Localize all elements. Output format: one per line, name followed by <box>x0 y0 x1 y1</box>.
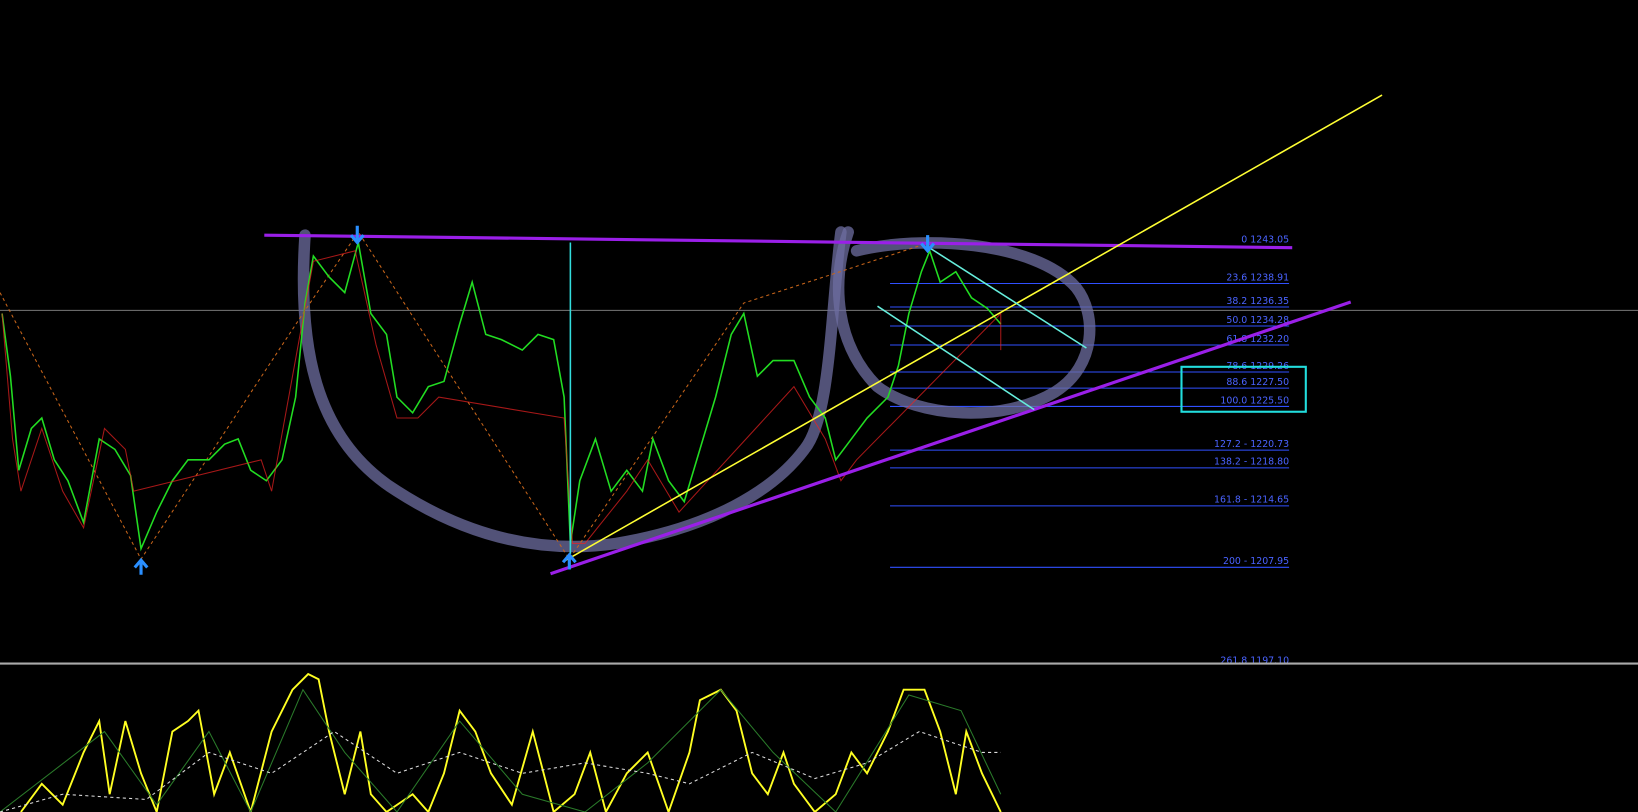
fib-level-label: 0 1243.05 <box>1241 234 1289 245</box>
channel-line <box>877 305 1035 411</box>
annotation-stroke <box>832 226 1096 419</box>
fib-level-label: 200 - 1207.95 <box>1223 556 1289 567</box>
arrow-down <box>920 235 936 254</box>
support-line <box>550 300 1352 576</box>
arrow-down <box>349 225 365 245</box>
resistance-line <box>264 233 1293 250</box>
price-candles <box>1 242 1002 552</box>
annotation-stroke <box>297 226 847 553</box>
target-box <box>1180 365 1307 413</box>
fib-level-label: 138.2 - 1218.80 <box>1214 457 1289 468</box>
channel-line <box>927 245 1087 349</box>
oscillator-signal <box>0 688 1002 812</box>
fib-level-label: 261.8 1197.10 <box>1220 656 1289 667</box>
arrow-up <box>561 552 577 570</box>
fib-level-label: 50.0 1234.28 <box>1226 315 1289 326</box>
fib-level-label: 127.2 - 1220.73 <box>1214 439 1289 450</box>
price-candles-down <box>1 250 1002 544</box>
fib-level-label: 100.0 1225.50 <box>1220 395 1289 406</box>
fib-level-label: 88.6 1227.50 <box>1226 377 1289 388</box>
fib-level-label: 38.2 1236.35 <box>1226 296 1289 307</box>
trend-line <box>563 94 1383 562</box>
oscillator-main <box>20 672 1002 812</box>
fib-level-label: 23.6 1238.91 <box>1226 272 1289 283</box>
fibonacci: 0 1243.05 23.6 1238.91 38.2 1236.35 50.0 12… <box>890 234 1289 667</box>
fib-level-label: 161.8 - 1214.65 <box>1214 495 1289 506</box>
arrow-up <box>133 557 149 575</box>
fib-level-label: 61.8 1232.20 <box>1226 334 1289 345</box>
oscillator-average <box>0 730 1001 812</box>
